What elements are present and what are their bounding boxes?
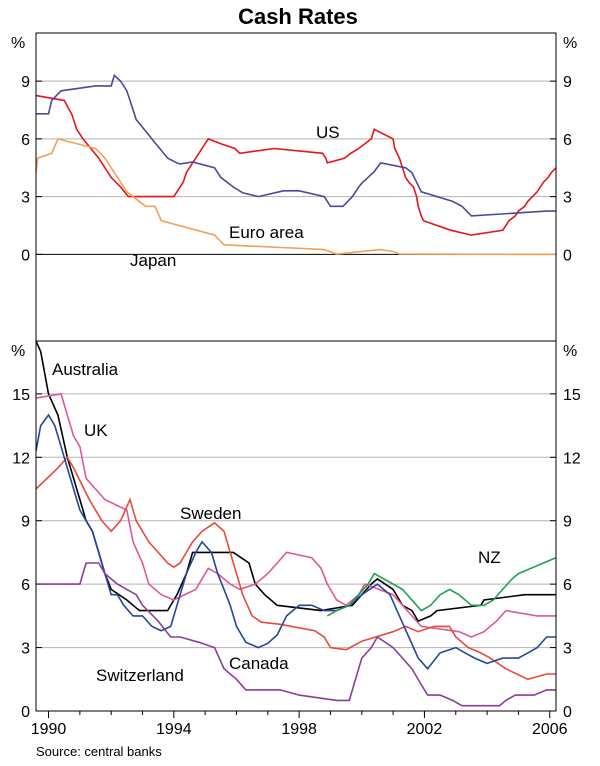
y-tick-left-bottom-9: 9 (21, 514, 30, 531)
top-panel: 0 0 3 3 6 6 9 9%% (11, 32, 577, 342)
y-tick-left-bottom-6: 6 (21, 577, 30, 594)
series-line-canada (35, 413, 556, 670)
label-sweden: Sweden (180, 504, 241, 523)
bottom-panel: 0 0 3 3 6 6 9 9 12 12 15 15%% (11, 340, 581, 721)
series-line-nz (326, 556, 557, 617)
series-line-sweden (35, 455, 556, 681)
label-nz: NZ (478, 548, 501, 567)
label-japan: Japan (130, 251, 176, 270)
series-line-japan (35, 137, 557, 256)
y-tick-left-top-3: 3 (21, 190, 30, 207)
y-tick-right-top-6: 6 (563, 132, 572, 149)
y-tick-right-top-0: 0 (563, 247, 572, 264)
label-australia: Australia (52, 360, 119, 379)
series-line-uk (35, 392, 556, 638)
y-tick-right-bottom-9: 9 (563, 514, 572, 531)
y-tick-right-bottom-15: 15 (563, 387, 581, 404)
unit-left-top: % (11, 35, 25, 52)
label-switzerland: Switzerland (96, 666, 184, 685)
plot-frame-top (35, 32, 557, 342)
series-line-us (35, 94, 557, 236)
x-tick-label-2002: 2002 (407, 721, 443, 738)
plot-frame-bottom (35, 340, 557, 712)
source-note: Source: central banks (36, 744, 162, 759)
chart-title: Cash Rates (238, 4, 358, 29)
label-canada: Canada (229, 654, 289, 673)
x-tick-label-1998: 1998 (281, 721, 317, 738)
label-us: US (316, 123, 340, 142)
y-tick-left-top-6: 6 (21, 132, 30, 149)
y-tick-right-bottom-3: 3 (563, 641, 572, 658)
series-line-switzerland (36, 562, 556, 707)
unit-right-bottom: % (563, 343, 577, 360)
unit-left-bottom: % (11, 343, 25, 360)
y-tick-right-top-3: 3 (563, 190, 572, 207)
y-tick-right-bottom-12: 12 (563, 450, 581, 467)
y-tick-right-top-9: 9 (563, 74, 572, 91)
y-tick-left-bottom-0: 0 (21, 704, 30, 721)
x-tick-label-1994: 1994 (156, 721, 192, 738)
y-tick-right-bottom-0: 0 (563, 704, 572, 721)
unit-right-top: % (563, 35, 577, 52)
x-tick-label-1990: 1990 (31, 721, 67, 738)
y-tick-left-bottom-15: 15 (12, 387, 30, 404)
x-tick-label-2006: 2006 (532, 721, 568, 738)
y-tick-left-bottom-3: 3 (21, 641, 30, 658)
y-tick-right-bottom-6: 6 (563, 577, 572, 594)
series-line-euro-area (36, 73, 556, 217)
series-line-australia (35, 340, 556, 623)
y-tick-left-top-0: 0 (21, 247, 30, 264)
y-tick-left-top-9: 9 (21, 74, 30, 91)
x-axis: 1990 1994 1998 2002 2006 (31, 711, 568, 738)
y-tick-left-bottom-12: 12 (12, 450, 30, 467)
label-euro-area: Euro area (229, 223, 304, 242)
label-uk: UK (84, 421, 108, 440)
